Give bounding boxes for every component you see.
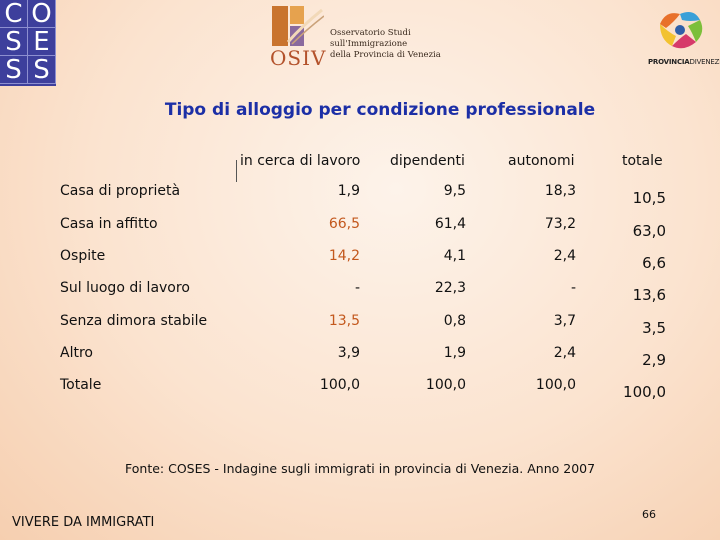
provincia-label: PROVINCIADIVENEZIA	[648, 58, 720, 66]
table-cell: 1,9	[443, 345, 466, 361]
header-divider	[236, 160, 237, 182]
coses-letter: S	[0, 56, 28, 84]
coses-letter: E	[28, 28, 56, 56]
table-cell: 100,0	[623, 383, 666, 401]
osiv-caption: Osservatorio Studi sull'Immigrazione del…	[330, 28, 441, 61]
provincia-label-thin: DIVENEZIA	[689, 58, 720, 66]
footer-title: VIVERE DA IMMIGRATI	[12, 515, 155, 530]
table-cell: 3,9	[337, 345, 360, 361]
row-label: Sul luogo di lavoro	[60, 280, 190, 296]
table-cell: -	[570, 280, 576, 296]
page-title: Tipo di alloggio per condizione professi…	[164, 100, 596, 120]
table-cell: 2,4	[553, 248, 576, 264]
osiv-caption-line: Osservatorio Studi	[330, 28, 411, 38]
table-cell: 61,4	[434, 216, 466, 232]
row-label: Casa di proprietà	[60, 183, 181, 199]
table-cell: 6,6	[642, 254, 666, 272]
coses-letter: O	[28, 0, 56, 28]
row-label: Totale	[60, 377, 102, 393]
table-row: Casa di proprietà 1,9 9,5 18,3 10,5	[0, 183, 720, 207]
table-cell: 2,9	[642, 351, 666, 369]
coses-letter: C	[0, 0, 28, 28]
table-row: Senza dimora stabile 13,5 0,8 3,7 3,5	[0, 313, 720, 337]
coses-letter: S	[0, 28, 28, 56]
row-label: Senza dimora stabile	[60, 313, 208, 329]
table-cell: 100,0	[319, 377, 360, 393]
osiv-mark-icon	[272, 6, 324, 46]
column-header-dipendenti: dipendenti	[390, 153, 465, 169]
table-cell: 66,5	[328, 216, 360, 232]
table-cell: 4,1	[443, 248, 466, 264]
table-row: Casa in affitto 66,5 61,4 73,2 63,0	[0, 216, 720, 240]
table-cell: 100,0	[535, 377, 576, 393]
coses-letter: S	[28, 56, 56, 84]
table-cell: 9,5	[443, 183, 466, 199]
table-cell: 2,4	[553, 345, 576, 361]
table-cell: 63,0	[632, 222, 666, 240]
table-cell: 3,5	[642, 319, 666, 337]
column-header-autonomi: autonomi	[508, 153, 575, 169]
coses-logo: C O S E S S	[0, 0, 56, 86]
table-cell: 13,6	[632, 286, 666, 304]
column-header-in-cerca: in cerca di lavoro	[240, 153, 361, 169]
row-label: Ospite	[60, 248, 106, 264]
table-cell: 10,5	[632, 189, 666, 207]
provincia-label-bold: PROVINCIA	[648, 58, 690, 66]
provincia-logo: PROVINCIADIVENEZIA	[644, 4, 720, 70]
osiv-logo: OSIV Osservatorio Studi sull'Immigrazion…	[268, 4, 458, 70]
table-row: Altro 3,9 1,9 2,4 2,9	[0, 345, 720, 369]
table-row-total: Totale 100,0 100,0 100,0 100,0	[0, 377, 720, 401]
provincia-mark-icon	[660, 12, 703, 49]
table-cell: 73,2	[544, 216, 576, 232]
row-label: Altro	[60, 345, 93, 361]
page-number: 66	[642, 508, 656, 521]
table-cell: 13,5	[328, 313, 360, 329]
table-cell: 14,2	[328, 248, 360, 264]
table-cell: 1,9	[337, 183, 360, 199]
column-header-totale: totale	[622, 153, 663, 169]
osiv-caption-line: della Provincia di Venezia	[330, 50, 441, 60]
table-cell: 100,0	[425, 377, 466, 393]
table-cell: 22,3	[434, 280, 466, 296]
table-cell: 0,8	[443, 313, 466, 329]
table-cell: -	[354, 280, 360, 296]
source-note: Fonte: COSES - Indagine sugli immigrati …	[125, 461, 596, 476]
osiv-word: OSIV	[270, 46, 327, 70]
row-label: Casa in affitto	[60, 216, 158, 232]
table-cell: 3,7	[553, 313, 576, 329]
table-row: Sul luogo di lavoro - 22,3 - 13,6	[0, 280, 720, 304]
table-row: Ospite 14,2 4,1 2,4 6,6	[0, 248, 720, 272]
osiv-caption-line: sull'Immigrazione	[330, 39, 408, 49]
table-cell: 18,3	[544, 183, 576, 199]
